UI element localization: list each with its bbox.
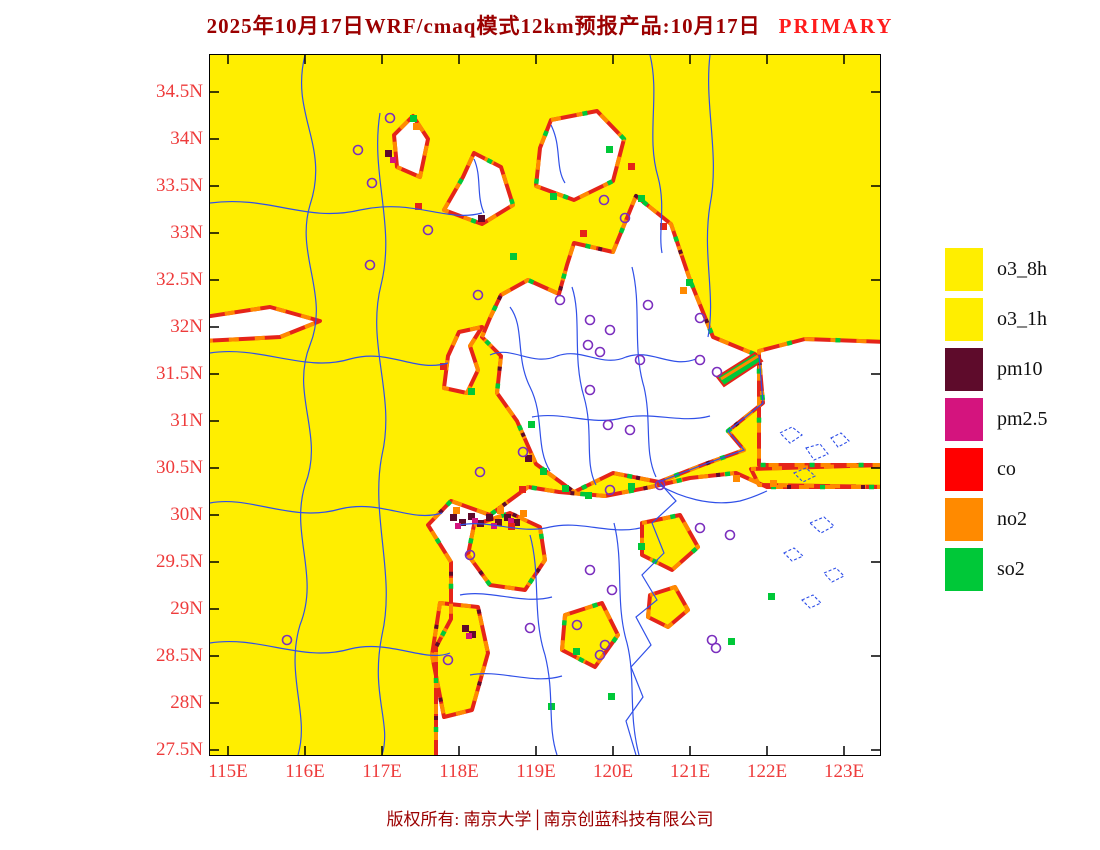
lon-tick-label: 116E	[285, 761, 325, 782]
lat-tick-label: 30N	[170, 504, 203, 525]
pm10-cells	[385, 150, 532, 638]
legend-label: no2	[997, 508, 1027, 530]
legend-item: co	[945, 448, 1095, 491]
lon-tick-label: 117E	[362, 761, 402, 782]
legend-item: so2	[945, 548, 1095, 591]
legend-swatch-co	[945, 448, 983, 491]
legend-item: pm10	[945, 348, 1095, 391]
legend-item: pm2.5	[945, 398, 1095, 441]
island-outlines	[779, 426, 850, 609]
lon-tick-label: 119E	[516, 761, 556, 782]
legend-item: no2	[945, 498, 1095, 541]
legend-swatch-no2	[945, 498, 983, 541]
lon-tick-label: 123E	[823, 761, 865, 782]
lat-tick-label: 31N	[170, 410, 203, 431]
no2-cells	[413, 123, 777, 517]
lat-tick-label: 32.5N	[156, 269, 203, 290]
coastline	[625, 354, 768, 755]
lat-tick-label: 34N	[170, 128, 203, 149]
primary-badge: PRIMARY	[778, 14, 894, 38]
lat-tick-label: 29N	[170, 598, 203, 619]
lon-tick-label: 118E	[439, 761, 479, 782]
lon-tick-label: 115E	[208, 761, 248, 782]
lat-tick-label: 32N	[170, 316, 203, 337]
lat-tick-label: 29.5N	[156, 551, 203, 572]
lat-tick-label: 31.5N	[156, 363, 203, 384]
lat-tick-label: 28N	[170, 692, 203, 713]
copyright-caption: 版权所有: 南京大学│南京创蓝科技有限公司	[386, 810, 714, 829]
title-text: 2025年10月17日WRF/cmaq模式12km预报产品:10月17日	[206, 14, 761, 38]
admin-boundaries	[210, 55, 714, 755]
legend-label: o3_1h	[997, 308, 1047, 330]
lat-tick-label: 33.5N	[156, 175, 203, 196]
legend-swatch-pm25	[945, 398, 983, 441]
legend: o3_8h o3_1h pm10 pm2.5 co no2 so2	[945, 248, 1095, 598]
legend-label: pm10	[997, 358, 1043, 380]
lat-tick-label: 27.5N	[156, 739, 203, 760]
legend-swatch-pm10	[945, 348, 983, 391]
legend-swatch-so2	[945, 548, 983, 591]
lat-tick-label: 28.5N	[156, 645, 203, 666]
legend-label: pm2.5	[997, 408, 1048, 430]
legend-item: o3_8h	[945, 248, 1095, 291]
estuary-island-streak	[715, 351, 764, 388]
pm25-cells	[390, 157, 514, 639]
legend-swatch-o3-8h	[945, 248, 983, 291]
legend-label: o3_8h	[997, 258, 1047, 280]
lon-tick-label: 121E	[669, 761, 711, 782]
lat-tick-label: 30.5N	[156, 457, 203, 478]
city-markers	[281, 112, 736, 666]
legend-swatch-o3-1h	[945, 298, 983, 341]
axis-tick-marks	[210, 55, 880, 755]
legend-label: so2	[997, 558, 1025, 580]
legend-item: o3_1h	[945, 298, 1095, 341]
map-canvas	[209, 54, 881, 756]
page-title: 2025年10月17日WRF/cmaq模式12km预报产品:10月17日 PRIM…	[0, 10, 1100, 40]
lat-tick-label: 33N	[170, 222, 203, 243]
lat-tick-label: 34.5N	[156, 81, 203, 102]
lon-tick-label: 120E	[592, 761, 634, 782]
map-svg	[210, 55, 880, 755]
co-cells	[415, 163, 667, 530]
lon-tick-label: 122E	[746, 761, 788, 782]
legend-label: co	[997, 458, 1016, 480]
